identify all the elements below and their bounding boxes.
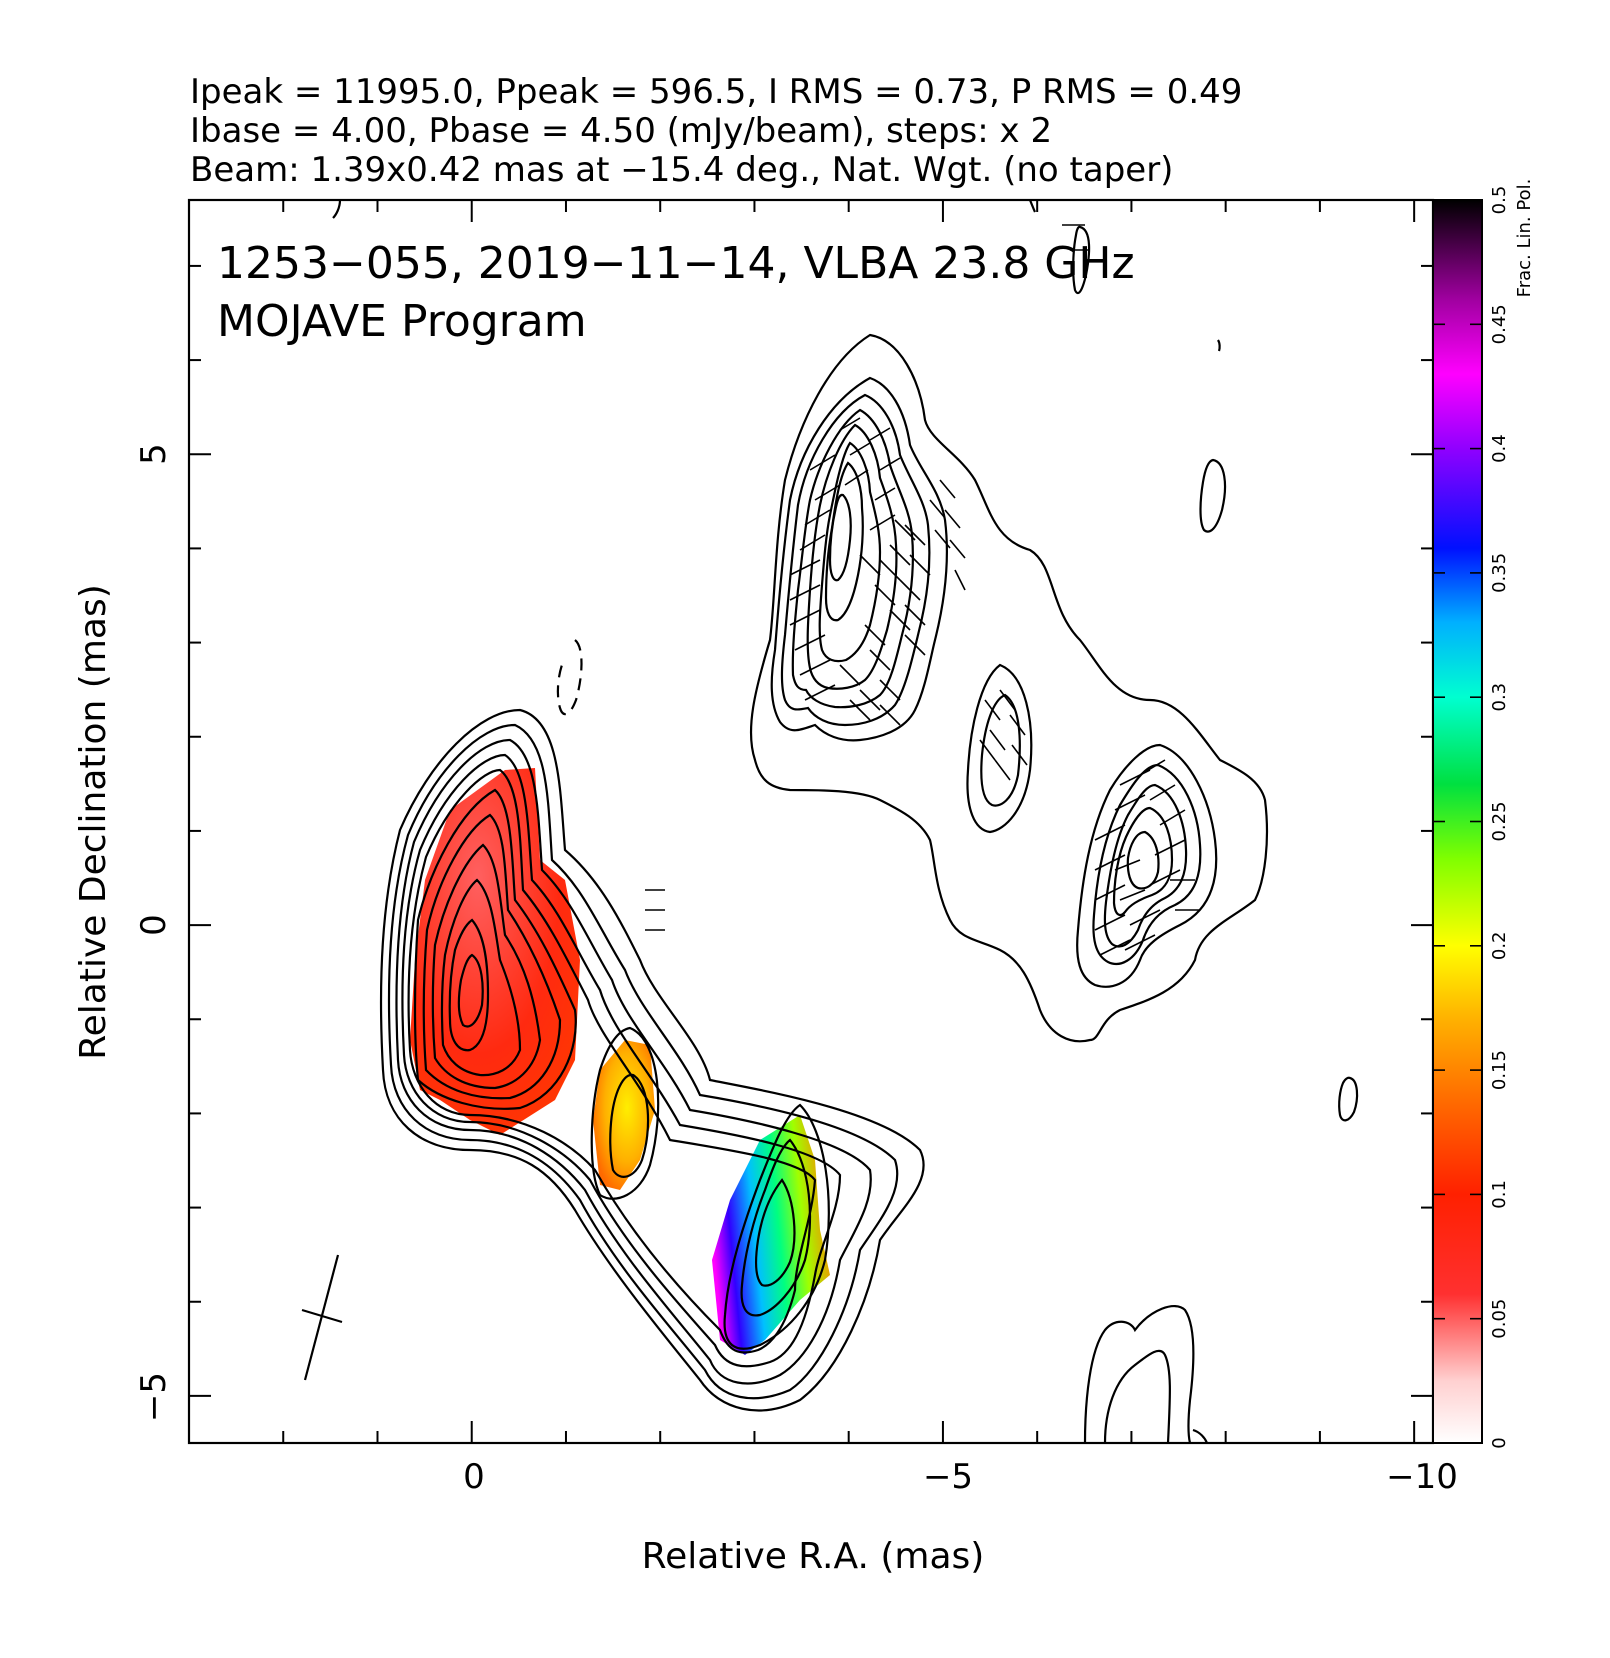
y-tick-label-0: −5 [134,1372,174,1422]
colorbar-tick-label: 0 [1489,1437,1510,1448]
y-axis-title: Relative Declination (mas) [73,584,114,1060]
axis-ticks [189,200,1433,1443]
intensity-contours-jet [332,200,1359,1443]
colorbar-ticks: 0 0.05 0.1 0.15 0.2 0.25 0.3 0.35 0.4 0.45 0.5 [1433,186,1510,1449]
colorbar-tick-label: 0.15 [1489,1050,1510,1090]
y-tick-label-1: 0 [134,914,174,936]
colorbar-tick-label: 0.4 [1489,434,1510,463]
map-layer [301,200,1359,1443]
beam-marker [301,1254,343,1381]
colorbar-tick-label: 0.5 [1489,186,1510,215]
colorbar-tick-label: 0.05 [1489,1299,1510,1339]
colorbar-title: Frac. Lin. Pol. [1514,179,1535,298]
header-line-3: Beam: 1.39x0.42 mas at −15.4 deg., Nat. … [190,150,1173,190]
x-axis-title: Relative R.A. (mas) [642,1536,985,1577]
colorbar-tick-label: 0.35 [1489,553,1510,593]
x-tick-label-0: 0 [463,1457,485,1497]
colorbar: 0 0.05 0.1 0.15 0.2 0.25 0.3 0.35 0.4 0.45 0.5 Fra… [1432,179,1535,1449]
evpa-vectors [645,224,1200,956]
colorbar-tick-label: 0.45 [1489,304,1510,344]
x-tick-label-1: −5 [923,1457,973,1497]
header-line-1: Ipeak = 11995.0, Ppeak = 596.5, I RMS = … [190,72,1242,112]
y-tick-label-2: 5 [134,443,174,465]
intensity-contours-core [379,708,925,1412]
x-tick-label-2: −10 [1386,1457,1458,1497]
colorbar-tick-label: 0.25 [1489,801,1510,841]
program-label: MOJAVE Program [217,296,587,347]
header-line-2: Ibase = 4.00, Pbase = 4.50 (mJy/beam), s… [190,111,1052,151]
source-label: 1253−055, 2019−11−14, VLBA 23.8 GHz [217,238,1135,289]
colorbar-tick-label: 0.1 [1489,1180,1510,1209]
polarization-region-knot1 [593,1040,655,1190]
colorbar-tick-label: 0.2 [1489,931,1510,960]
colorbar-tick-label: 0.3 [1489,683,1510,712]
